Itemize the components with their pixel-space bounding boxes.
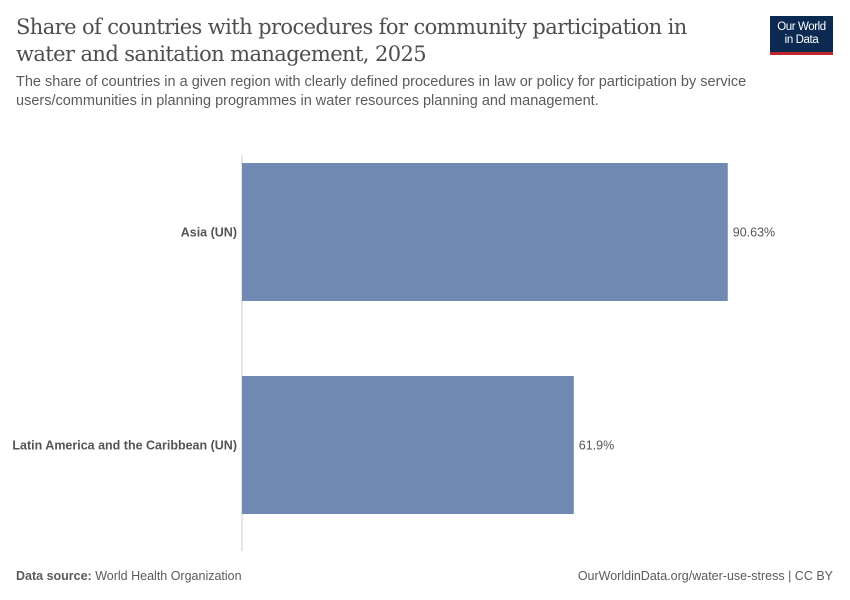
source-label: Data source: <box>16 569 92 583</box>
logo-line2: in Data <box>784 34 819 46</box>
category-label: Asia (UN) <box>181 226 237 240</box>
value-label: 61.9% <box>579 439 614 453</box>
category-label: Latin America and the Caribbean (UN) <box>12 439 237 453</box>
bar[interactable] <box>242 376 574 514</box>
source-name[interactable]: World Health Organization <box>95 569 242 583</box>
footer-url[interactable]: OurWorldinData.org/water-use-stress | CC… <box>577 569 833 583</box>
logo-line1: Our World <box>777 21 826 33</box>
data-source: Data source: World Health Organization <box>16 569 242 583</box>
chart-subtitle: The share of countries in a given region… <box>16 74 747 109</box>
value-label: 90.63% <box>733 226 775 240</box>
bar[interactable] <box>242 163 728 301</box>
chart-title: Share of countries with procedures for c… <box>16 15 687 66</box>
owid-logo[interactable]: Our World in Data <box>770 16 833 55</box>
